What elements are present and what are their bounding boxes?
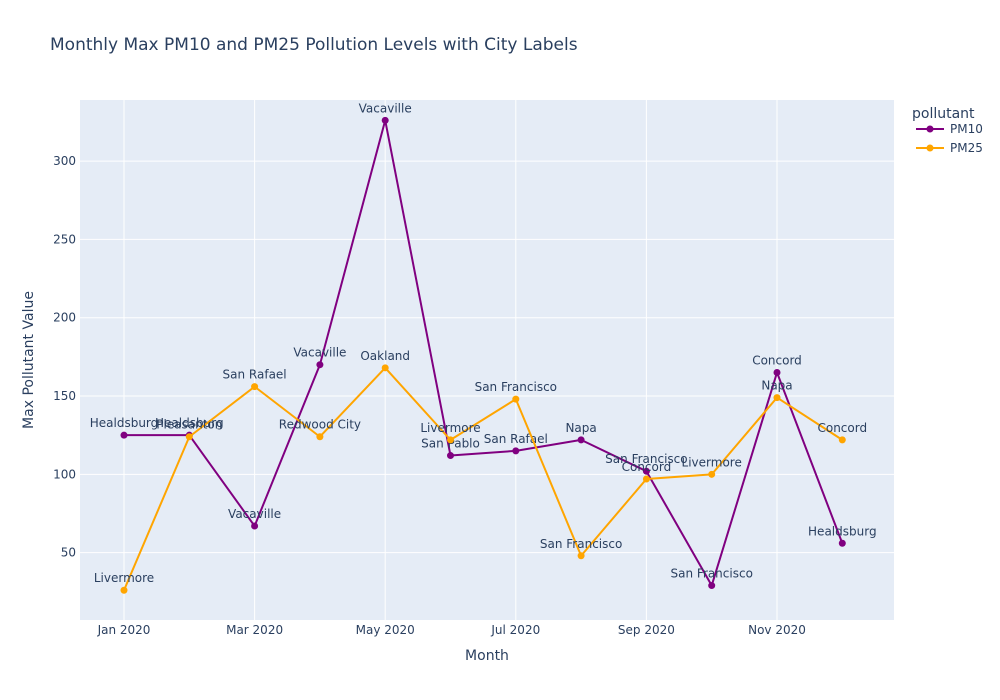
y-tick-label: 250 bbox=[53, 232, 76, 246]
x-axis-title: Month bbox=[465, 648, 509, 664]
legend-title: pollutant bbox=[912, 106, 975, 122]
data-point bbox=[708, 582, 716, 590]
data-point bbox=[316, 361, 324, 369]
data-point bbox=[381, 116, 389, 124]
legend: pollutant PM10 PM25 bbox=[912, 106, 983, 155]
point-label: Vacaville bbox=[293, 346, 346, 360]
point-label: Livermore bbox=[682, 455, 742, 469]
data-point bbox=[316, 433, 324, 441]
data-point bbox=[381, 364, 389, 372]
data-point bbox=[577, 436, 585, 444]
point-label: Livermore bbox=[420, 421, 480, 435]
point-label: San Francisco bbox=[605, 452, 687, 466]
data-point bbox=[838, 539, 846, 547]
point-label: San Rafael bbox=[223, 368, 287, 382]
x-tick-label: Nov 2020 bbox=[748, 623, 806, 637]
legend-label: PM25 bbox=[950, 141, 983, 155]
data-point bbox=[708, 470, 716, 478]
point-label: Napa bbox=[565, 421, 596, 435]
y-tick-label: 50 bbox=[61, 546, 76, 560]
data-point bbox=[251, 383, 259, 391]
data-point bbox=[447, 436, 454, 444]
x-tick-label: Sep 2020 bbox=[618, 623, 675, 637]
x-tick-label: Jul 2020 bbox=[490, 623, 540, 637]
data-point bbox=[642, 467, 650, 475]
x-tick-label: Jan 2020 bbox=[97, 623, 151, 637]
y-tick-label: 300 bbox=[53, 154, 76, 168]
point-label: Healdsburg bbox=[808, 524, 877, 538]
data-point bbox=[120, 431, 128, 439]
point-label: Livermore bbox=[94, 571, 154, 585]
x-tick-label: Mar 2020 bbox=[226, 623, 283, 637]
data-point bbox=[577, 552, 585, 560]
point-label: Napa bbox=[761, 379, 792, 393]
y-tick-labels: 50 100 150 200 250 300 bbox=[53, 154, 76, 560]
legend-item-pm10[interactable]: PM10 bbox=[916, 122, 983, 136]
plot-area bbox=[80, 100, 894, 620]
point-label: Redwood City bbox=[279, 418, 361, 432]
series-layer: HealdsburgHealdsburgVacavilleVacavilleVa… bbox=[90, 101, 877, 594]
point-label: Healdsburg bbox=[90, 416, 159, 430]
y-axis-title: Max Pollutant Value bbox=[21, 291, 37, 429]
point-label: Concord bbox=[622, 460, 672, 474]
series-pm25: Livermore Pleasanton San Rafael Redwood Cit… bbox=[94, 349, 867, 594]
point-label: San Rafael bbox=[484, 432, 548, 446]
data-point bbox=[185, 433, 193, 441]
data-point bbox=[773, 394, 781, 402]
legend-label: PM10 bbox=[950, 122, 983, 136]
y-tick-label: 200 bbox=[53, 311, 76, 325]
x-tick-label: May 2020 bbox=[356, 623, 415, 637]
data-point bbox=[120, 586, 128, 594]
data-point bbox=[251, 522, 259, 530]
x-gridlines bbox=[123, 100, 778, 620]
legend-swatch-marker bbox=[926, 144, 934, 152]
chart-title: Monthly Max PM10 and PM25 Pollution Leve… bbox=[50, 35, 578, 55]
series-line bbox=[123, 366, 843, 591]
y-tick-label: 150 bbox=[53, 389, 76, 403]
data-point bbox=[642, 475, 650, 483]
series-line bbox=[124, 119, 844, 587]
y-tick-label: 100 bbox=[53, 467, 76, 481]
legend-swatch-marker bbox=[926, 125, 934, 133]
point-label: San Francisco bbox=[475, 380, 557, 394]
point-label: Concord bbox=[817, 421, 867, 435]
data-point bbox=[512, 447, 520, 455]
series-pm10: HealdsburgHealdsburgVacavilleVacavilleVa… bbox=[90, 101, 877, 590]
point-label: Healdsburg bbox=[155, 416, 224, 430]
data-point bbox=[512, 395, 520, 403]
point-label: San Pablo bbox=[421, 437, 480, 451]
point-label: San Francisco bbox=[540, 537, 622, 551]
data-point bbox=[447, 452, 454, 460]
y-gridlines bbox=[80, 160, 894, 554]
point-label: Pleasanton bbox=[156, 418, 222, 432]
data-point bbox=[773, 369, 781, 377]
x-tick-labels: Jan 2020 Mar 2020 May 2020 Jul 2020 Sep 2020… bbox=[97, 623, 806, 637]
data-point bbox=[838, 436, 846, 444]
point-label: Vacaville bbox=[359, 101, 412, 115]
legend-item-pm25[interactable]: PM25 bbox=[916, 141, 983, 155]
point-label: Oakland bbox=[360, 349, 410, 363]
point-label: Vacaville bbox=[228, 507, 281, 521]
point-label: Concord bbox=[752, 354, 802, 368]
point-label: San Francisco bbox=[670, 567, 752, 581]
